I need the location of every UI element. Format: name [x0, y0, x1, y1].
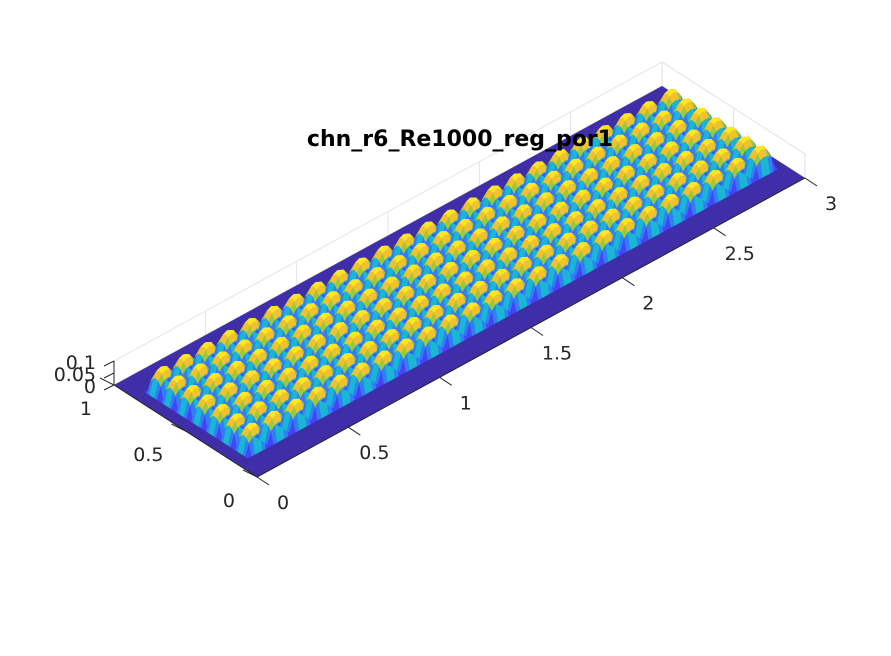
surface-mesh: [114, 86, 805, 477]
grid-line-y-2: [113, 85, 663, 386]
surface-cell: [527, 192, 565, 228]
